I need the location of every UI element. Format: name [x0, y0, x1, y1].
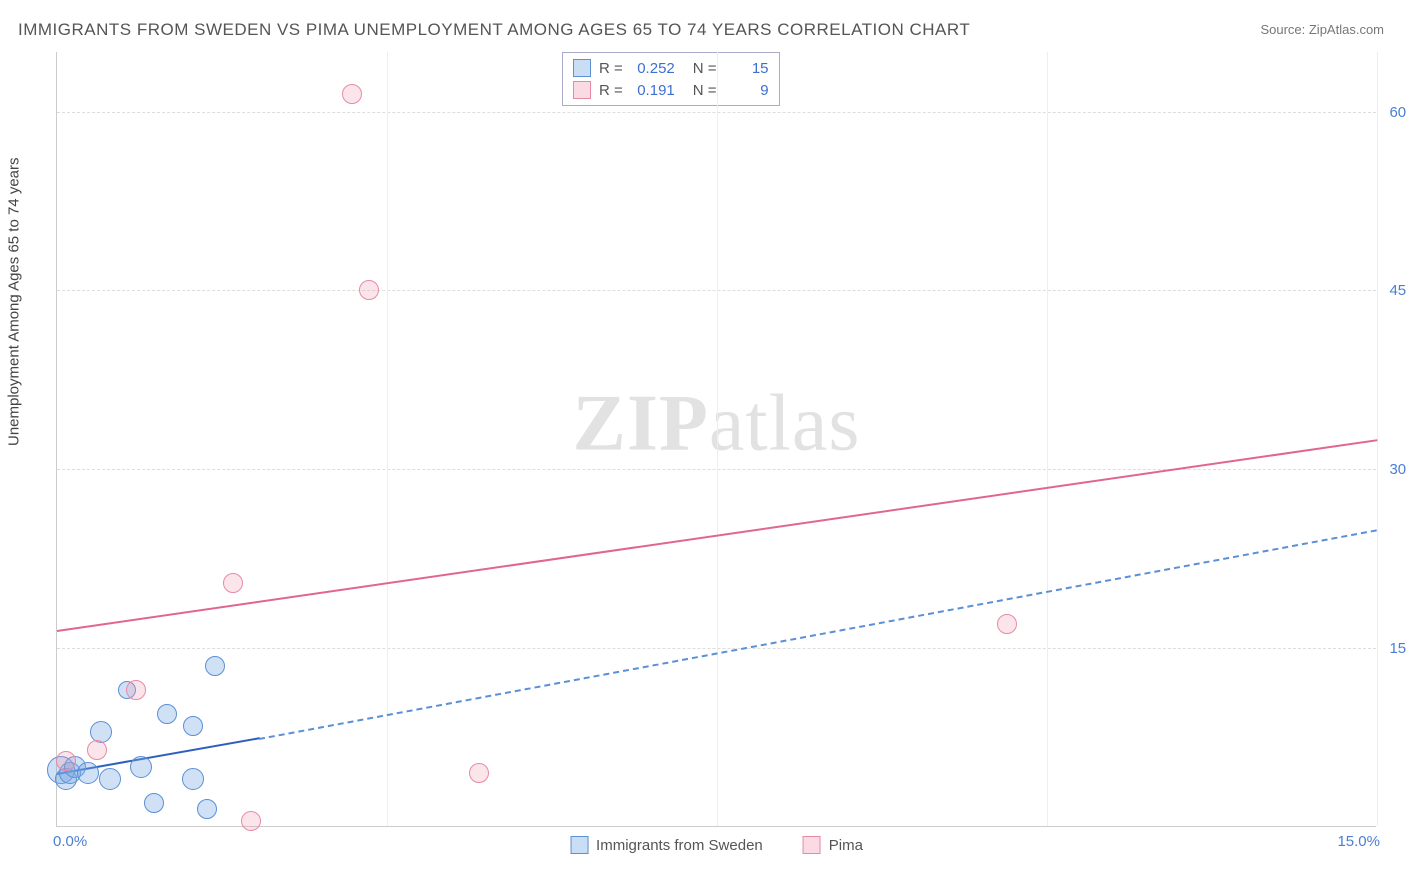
swatch-blue-icon [573, 59, 591, 77]
data-point [87, 740, 107, 760]
r-value-blue: 0.252 [631, 60, 675, 77]
x-tick-min: 0.0% [53, 833, 87, 850]
data-point [223, 573, 243, 593]
data-point [342, 84, 362, 104]
data-point [99, 768, 121, 790]
y-tick-label: 15.0% [1382, 640, 1406, 657]
data-point [144, 793, 164, 813]
data-point [182, 768, 204, 790]
y-tick-label: 60.0% [1382, 104, 1406, 121]
data-point [205, 656, 225, 676]
vgridline [717, 52, 718, 826]
vgridline [387, 52, 388, 826]
data-point [56, 751, 76, 771]
n-value-blue: 15 [725, 60, 769, 77]
chart-title: IMMIGRANTS FROM SWEDEN VS PIMA UNEMPLOYM… [18, 20, 970, 40]
data-point [241, 811, 261, 831]
n-label: N = [693, 60, 717, 77]
legend-item-blue: Immigrants from Sweden [570, 836, 763, 854]
r-value-pink: 0.191 [631, 82, 675, 99]
legend-item-pink: Pima [803, 836, 863, 854]
x-tick-max: 15.0% [1337, 833, 1380, 850]
trend-line [259, 529, 1377, 740]
vgridline [1377, 52, 1378, 826]
vgridline [1047, 52, 1048, 826]
stats-legend-box: R = 0.252 N = 15 R = 0.191 N = 9 [562, 52, 780, 106]
y-axis-label: Unemployment Among Ages 65 to 74 years [6, 157, 23, 446]
legend-label-pink: Pima [829, 837, 863, 854]
legend-label-blue: Immigrants from Sweden [596, 837, 763, 854]
data-point [77, 762, 99, 784]
swatch-blue-icon [570, 836, 588, 854]
data-point [197, 799, 217, 819]
n-value-pink: 9 [725, 82, 769, 99]
data-point [126, 680, 146, 700]
data-point [997, 614, 1017, 634]
r-label: R = [599, 60, 623, 77]
stats-row-blue: R = 0.252 N = 15 [573, 57, 769, 79]
data-point [183, 716, 203, 736]
swatch-pink-icon [803, 836, 821, 854]
swatch-pink-icon [573, 81, 591, 99]
data-point [469, 763, 489, 783]
source-label: Source: ZipAtlas.com [1260, 22, 1384, 37]
data-point [359, 280, 379, 300]
legend-bottom: Immigrants from Sweden Pima [570, 836, 863, 854]
data-point [157, 704, 177, 724]
stats-row-pink: R = 0.191 N = 9 [573, 79, 769, 101]
r-label: R = [599, 82, 623, 99]
y-tick-label: 30.0% [1382, 461, 1406, 478]
y-tick-label: 45.0% [1382, 282, 1406, 299]
n-label: N = [693, 82, 717, 99]
data-point [130, 756, 152, 778]
chart-plot-area: ZIPatlas R = 0.252 N = 15 R = 0.191 N = … [56, 52, 1376, 827]
